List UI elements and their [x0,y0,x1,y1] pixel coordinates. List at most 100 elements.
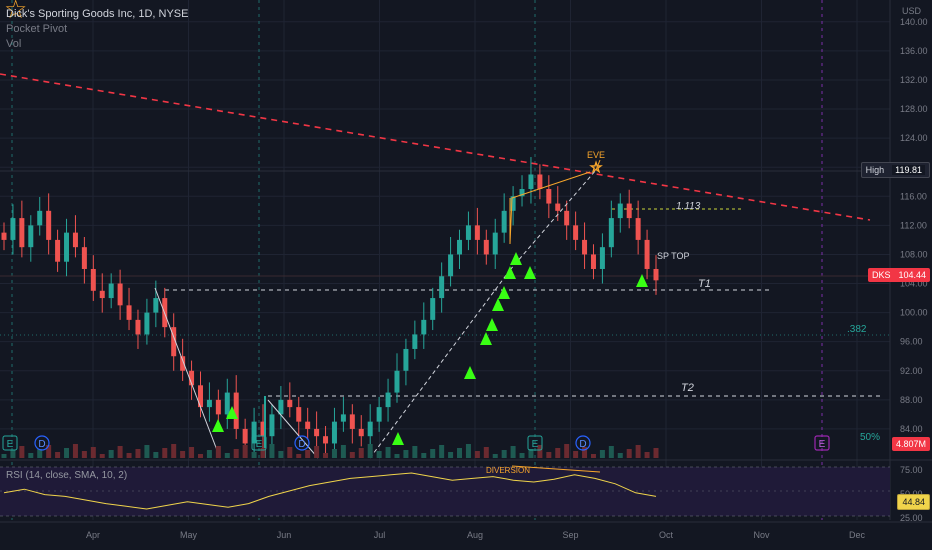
svg-text:E: E [7,439,14,450]
volume-bar [215,446,221,458]
volume-bar [358,448,364,458]
candle-body [457,239,463,255]
volume-bar [608,446,614,458]
candle-body [367,421,373,437]
candle-body [358,428,364,437]
price-axis-ticks[interactable]: 140.00136.00132.00128.00124.00120.00116.… [900,17,928,434]
pocket-pivot-triangle [486,318,498,331]
candle-body [644,239,650,269]
pocket-pivot-triangle [480,332,492,345]
volume-bar [617,453,623,458]
divergence-line [511,465,601,473]
t2-label: T2 [681,382,694,394]
high-price-badge: High 119.81 [860,162,930,178]
price-tick-label: 132.00 [900,75,928,85]
eve-connector [509,171,591,245]
volume-bar [331,449,337,458]
pocket-pivot-signals [212,252,648,445]
volume-bar [10,450,16,458]
candle-body [448,254,454,277]
volume-bar [314,446,320,458]
dividend-marker[interactable]: D [294,435,310,451]
volume-bar [376,451,382,458]
volume-bar [72,444,78,458]
svg-text:E: E [819,439,826,450]
indicator-pocket-pivot[interactable]: Pocket Pivot [6,23,68,35]
volume-bar [296,454,302,458]
candle-body [215,399,221,415]
volume-bar [55,452,61,458]
time-axis-ticks[interactable]: Apr May Jun Jul Aug Sep Oct Nov Dec [86,530,866,540]
time-tick-label: Nov [753,530,770,540]
candle-body [269,414,275,437]
symbol-title[interactable]: Dick's Sporting Goods Inc, 1D, NYSE [6,8,189,20]
candle-body [635,218,641,240]
pocket-pivot-triangle [492,298,504,311]
future-earnings-marker[interactable]: E [814,435,830,451]
dividend-marker[interactable]: D [575,435,591,451]
volume-bar [492,454,498,458]
earnings-marker[interactable]: E [251,435,267,451]
rsi-value-badge: 44.84 [897,494,930,510]
candle-body [617,203,623,219]
candle-body [108,283,114,299]
candle-body [483,239,489,255]
volume-badge: 4.807M [891,437,930,451]
candle-body [474,225,480,240]
volume-bar [457,448,463,458]
drawing-lines [154,169,597,459]
earnings-marker[interactable]: E [2,435,18,451]
volume-bar [126,453,132,458]
volume-bar [349,452,355,458]
event-markers[interactable]: E D E D E D E [2,435,830,451]
dividend-marker[interactable]: D [34,435,50,451]
candle-body [519,189,525,197]
candle-body [340,414,346,422]
volume-bar [305,450,311,458]
volume-bar [1,454,7,458]
earnings-marker[interactable]: E [527,435,543,451]
volume-bar [394,454,400,458]
svg-text:D: D [298,439,305,450]
volume-bar [385,447,391,458]
candle-body [206,399,212,408]
chart-legend[interactable]: Dick's Sporting Goods Inc, 1D, NYSE Pock… [6,7,188,52]
rsi-legend[interactable]: RSI (14, close, SMA, 10, 2) [6,470,128,481]
volume-bar [635,445,641,458]
volume-bar [37,449,43,458]
candle-body [81,247,87,269]
volume-bar [251,452,257,458]
downtrend-line [0,73,871,221]
volume-bar [189,447,195,458]
candle-body [224,392,230,415]
candle-body [233,392,239,429]
price-tick-label: 100.00 [900,308,928,318]
candle-body [323,436,329,444]
candle-body [582,239,588,255]
volume-bar [197,454,203,458]
volume-bar [564,444,570,458]
price-tick-label: 96.00 [900,337,923,347]
target-1113-label: 1.113 [676,201,701,212]
volume-bar [206,450,212,458]
svg-text:D: D [579,439,586,450]
candle-body [10,218,16,240]
star-logo-icon: ☆ [4,0,28,24]
price-tick-label: 108.00 [900,249,928,259]
candle-body [296,407,302,422]
time-tick-label: Jun [277,530,292,540]
candle-body [599,247,605,269]
candle-body [117,283,123,306]
eve-star-icon: ☆ [590,159,603,175]
fib-50-label: 50% [860,432,880,443]
candle-body [314,428,320,437]
indicator-volume[interactable]: Vol [6,38,22,50]
candle-body [412,334,418,349]
time-tick-label: Apr [86,530,100,540]
volume-bar [19,446,25,458]
candle-body [55,239,61,262]
volume-bar [528,449,534,458]
pocket-pivot-triangle [464,366,476,379]
